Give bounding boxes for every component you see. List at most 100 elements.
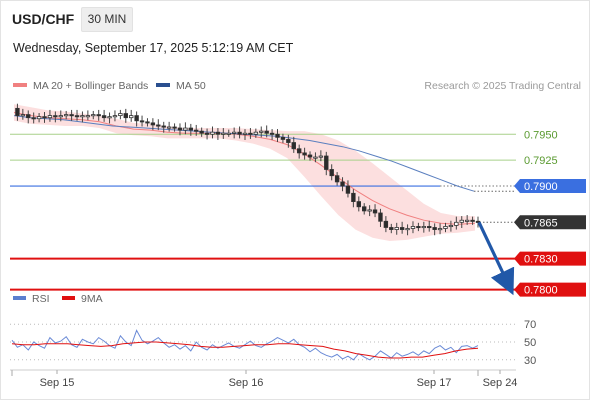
candle-body — [85, 115, 91, 118]
candlestick-series — [15, 103, 481, 236]
candle-body — [275, 133, 280, 138]
rsi-9ma-line — [11, 341, 479, 359]
legend-9ma: 9MA — [62, 293, 103, 305]
symbol-title: USD/CHF — [12, 11, 75, 27]
candle-body — [150, 122, 156, 126]
level-tag-box — [514, 251, 586, 266]
candle-body — [15, 107, 20, 117]
candle — [410, 221, 416, 234]
legend-ma50: MA 50 — [156, 80, 206, 92]
candle-body — [448, 225, 454, 228]
ma50-line — [13, 115, 475, 192]
legend-rsi-label: RSI — [32, 293, 50, 305]
candle — [296, 144, 302, 159]
candle — [437, 223, 443, 235]
candle — [69, 109, 74, 121]
candle — [36, 113, 42, 123]
candle-body — [210, 131, 215, 135]
candle — [112, 110, 118, 122]
candle-body — [172, 126, 177, 129]
forecast-arrow — [477, 221, 515, 296]
candle-body — [91, 114, 96, 117]
level-tag-0.7830: 0.7830 — [514, 251, 586, 266]
candle-body — [324, 155, 329, 170]
ma20-swatch — [13, 83, 27, 88]
rsi-swatch — [13, 296, 26, 301]
candle — [286, 134, 291, 148]
candle — [85, 110, 91, 121]
candle-body — [399, 227, 405, 230]
level-tag-text: 0.7865 — [524, 217, 558, 229]
candle-body — [129, 115, 134, 119]
candle — [248, 128, 253, 139]
candle-body — [183, 127, 188, 131]
candle — [80, 111, 85, 123]
candle — [378, 208, 383, 227]
candle-body — [470, 219, 475, 222]
legend-ma20: MA 20 + Bollinger Bands — [13, 80, 148, 92]
candle-body — [340, 181, 345, 187]
candle — [432, 223, 437, 236]
candle — [31, 112, 36, 124]
candle-body — [464, 219, 470, 222]
candle — [383, 216, 389, 233]
candle-body — [264, 130, 269, 134]
candle-body — [421, 226, 427, 229]
candle — [427, 220, 432, 232]
candle — [394, 222, 399, 235]
candle-body — [242, 132, 248, 135]
candle-body — [204, 132, 210, 135]
candle-body — [475, 220, 481, 223]
candle-body — [63, 114, 69, 117]
candle — [58, 110, 63, 122]
level-tag-box — [514, 282, 586, 297]
candle-body — [437, 228, 443, 231]
candle — [20, 108, 26, 120]
candle-body — [427, 226, 432, 229]
level-lines — [10, 133, 516, 291]
candle — [107, 112, 112, 124]
candle — [367, 205, 372, 217]
candle — [215, 128, 221, 140]
candle — [183, 122, 188, 135]
chart-datetime: Wednesday, September 17, 2025 5:12:19 AM… — [13, 41, 294, 55]
legend-ma20-label: MA 20 + Bollinger Bands — [33, 80, 149, 92]
candle-body — [286, 139, 291, 143]
rsi-tick-label: 70 — [524, 319, 536, 331]
legend-ma50-label: MA 50 — [176, 80, 206, 92]
candle-body — [221, 132, 226, 135]
candle — [15, 103, 20, 121]
candle-body — [101, 115, 107, 119]
timeframe-button[interactable]: 30 MIN — [81, 7, 133, 32]
candle-body — [410, 226, 416, 229]
candle-body — [231, 131, 237, 134]
candle-body — [156, 124, 161, 127]
candle — [156, 119, 161, 131]
candle-body — [334, 175, 340, 183]
rsi-tick-label: 30 — [524, 355, 536, 367]
candle — [172, 123, 177, 132]
bollinger-band — [14, 104, 475, 241]
rsi-panel: 70 50 30 — [10, 319, 536, 367]
candle — [475, 216, 481, 228]
candle — [264, 125, 269, 138]
research-credit: Research © 2025 Trading Central — [424, 80, 581, 92]
candle — [101, 109, 107, 122]
candle-body — [53, 115, 58, 118]
candle-body — [74, 115, 80, 118]
candle — [74, 109, 80, 121]
candle — [242, 129, 248, 140]
candle — [280, 133, 286, 144]
candle-body — [199, 130, 204, 134]
candle-body — [367, 209, 372, 212]
candle-body — [356, 201, 361, 208]
candle — [356, 196, 361, 212]
candle-body — [166, 126, 172, 129]
candle-body — [188, 127, 194, 131]
candle-body — [215, 131, 221, 135]
candle — [123, 108, 128, 123]
candle — [340, 177, 345, 192]
candle-body — [237, 131, 242, 135]
candle — [275, 129, 280, 143]
level-tag-0.7800: 0.7800 — [514, 282, 586, 297]
